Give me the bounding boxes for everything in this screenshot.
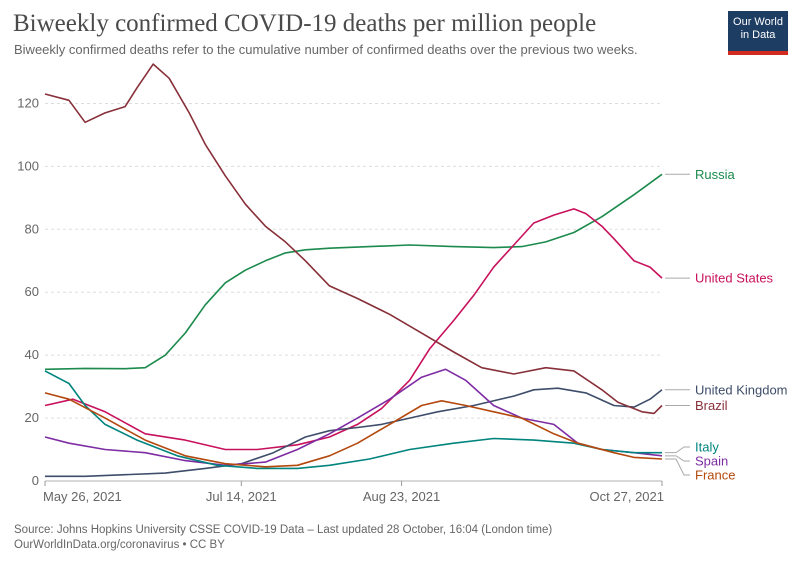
series-label-united-kingdom[interactable]: United Kingdom: [695, 382, 788, 397]
series-label-spain[interactable]: Spain: [695, 454, 728, 469]
series-line-spain[interactable]: [44, 368, 663, 467]
series-line-brazil[interactable]: [44, 63, 663, 415]
license-link[interactable]: OurWorldInData.org/coronavirus • CC BY: [14, 539, 225, 551]
chart-footer: Source: Johns Hopkins University CSSE CO…: [14, 523, 552, 553]
label-leader-spain: [665, 455, 690, 462]
y-tick-label: 100: [17, 158, 39, 173]
y-tick-label: 80: [25, 221, 39, 236]
y-tick-label: 40: [25, 347, 39, 362]
label-leader-france: [665, 458, 690, 476]
series-line-russia[interactable]: [44, 173, 663, 371]
x-tick-label: Aug 23, 2021: [363, 489, 440, 504]
y-tick-label: 0: [32, 473, 39, 488]
x-axis-ticks: May 26, 2021 Jul 14, 2021 Aug 23, 2021 Oct …: [43, 481, 664, 504]
label-leader-italy: [665, 446, 690, 454]
logo-line-2: in Data: [740, 29, 776, 41]
grid-lines: [45, 102, 662, 482]
y-tick-label: 20: [25, 410, 39, 425]
series-label-brazil[interactable]: Brazil: [695, 398, 728, 413]
logo-line-1: Our World: [733, 16, 783, 28]
y-axis-ticks: 0 20 40 60 80 100 120: [17, 95, 39, 488]
source-note: Source: Johns Hopkins University CSSE CO…: [14, 524, 553, 536]
chart-subtitle: Biweekly confirmed deaths refer to the c…: [14, 42, 638, 57]
series-label-russia[interactable]: Russia: [695, 167, 736, 182]
series-line-france[interactable]: [44, 392, 663, 468]
y-tick-label: 120: [17, 95, 39, 110]
series-label-italy[interactable]: Italy: [695, 440, 719, 455]
chart-title: Biweekly confirmed COVID-19 deaths per m…: [13, 10, 597, 37]
x-tick-label: Jul 14, 2021: [206, 489, 277, 504]
series-line-italy[interactable]: [44, 370, 662, 470]
series-lines: [44, 63, 663, 478]
owid-logo[interactable]: Our World in Data: [728, 11, 788, 55]
series-line-united-states[interactable]: [44, 208, 663, 451]
series-label-france[interactable]: France: [695, 468, 735, 483]
series-line-united-kingdom[interactable]: [45, 387, 663, 478]
x-tick-label: Oct 27, 2021: [590, 489, 664, 504]
y-tick-label: 60: [25, 284, 39, 299]
series-label-united-states[interactable]: United States: [695, 271, 774, 286]
x-tick-label: May 26, 2021: [43, 489, 122, 504]
